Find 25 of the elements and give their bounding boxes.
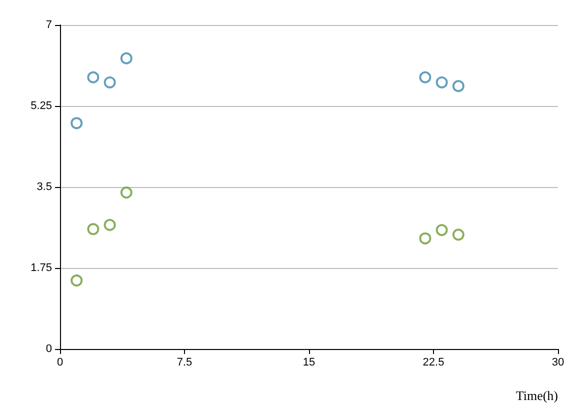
y-tick-label: 5.25	[30, 100, 52, 112]
point	[70, 274, 83, 286]
x-tick-label: 15	[302, 356, 316, 368]
x-tick-label: 7.5	[176, 356, 192, 368]
point	[436, 76, 448, 88]
point	[452, 80, 464, 92]
y-tick-label: 7	[46, 19, 52, 31]
point	[120, 52, 132, 64]
point	[70, 117, 83, 130]
point	[419, 71, 432, 84]
y-tick-label: 0	[46, 343, 52, 355]
point	[120, 186, 132, 199]
point	[436, 224, 448, 236]
x-tick-label: 30	[552, 356, 564, 368]
x-tick-label: 0	[56, 356, 64, 368]
point	[104, 76, 116, 88]
y-tick-label: 3.5	[36, 181, 52, 193]
point	[87, 71, 100, 84]
point	[452, 228, 464, 241]
point	[419, 232, 432, 244]
y-tick-label: 1.75	[30, 262, 52, 274]
point	[104, 218, 116, 231]
x-axis-title: Time(h)	[516, 388, 558, 403]
x-tick-label: 22.5	[422, 356, 444, 368]
point	[87, 223, 100, 236]
